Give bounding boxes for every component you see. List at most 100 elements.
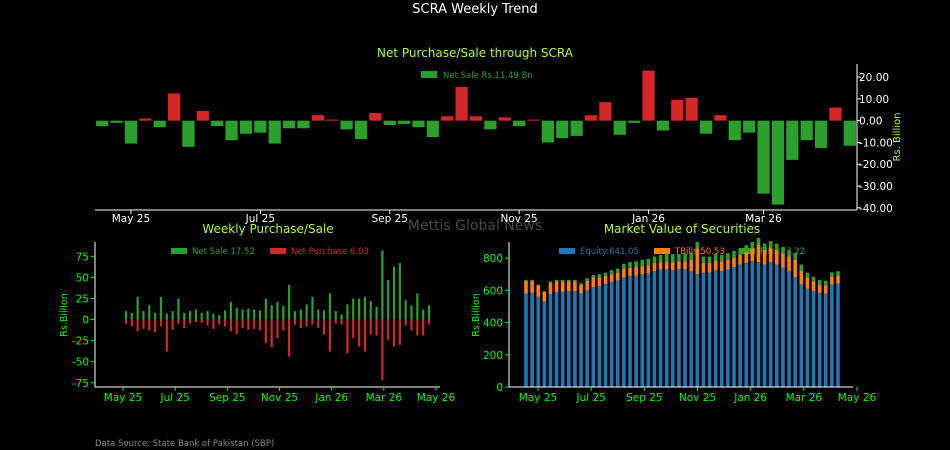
weekly-purchase-bar (136, 319, 139, 332)
market-tbills-bar (750, 248, 755, 262)
weekly-sale-bar (305, 304, 308, 320)
weekly-purchase-bar (328, 319, 332, 352)
market-equity-bar (652, 271, 657, 387)
market-equity-bar (738, 264, 742, 387)
market-legend-tbills-label: TBills:50.53 (674, 247, 725, 257)
market-equity-bar (615, 280, 620, 387)
market-equity-bar (536, 296, 541, 387)
weekly-y-tick-label: 25 (76, 293, 89, 305)
market-equity-bar (768, 262, 773, 387)
weekly-sale-bar (311, 296, 314, 320)
weekly-x-tick-label: May 26 (417, 392, 456, 404)
market-tbills-bar (726, 259, 730, 270)
weekly-purchase-bar (258, 319, 262, 331)
market-equity-bar (597, 286, 602, 387)
weekly-sale-bar (404, 300, 407, 320)
main-bar (254, 120, 267, 133)
weekly-purchase-bar (229, 319, 232, 332)
weekly-sale-bar (189, 311, 192, 320)
market-tbills-bar (768, 247, 773, 263)
market-tbills-bar (756, 244, 761, 263)
market-equity-bar (726, 269, 730, 387)
main-bar (96, 120, 109, 127)
market-tbills-bar (573, 281, 577, 292)
market-tbills-bar (823, 285, 828, 294)
market-equity-bar (579, 293, 583, 387)
main-bar (642, 70, 655, 121)
main-bar (124, 120, 138, 144)
market-pibs-bar (793, 253, 797, 260)
market-tbills-bar (817, 284, 822, 293)
market-pibs-bar (597, 274, 602, 278)
main-bar (757, 120, 770, 194)
main-x-tick-label: May 25 (112, 213, 150, 225)
weekly-x-tick-label: May 25 (104, 392, 142, 404)
market-x-tick-label: Jan 26 (733, 392, 767, 404)
market-equity-bar (719, 271, 724, 387)
main-bar (139, 118, 152, 121)
weekly-purchase-bar (241, 319, 244, 328)
main-bar (211, 120, 224, 127)
weekly-sale-bar (293, 311, 297, 320)
market-equity-bar (695, 274, 700, 387)
market-equity-bar (628, 275, 632, 387)
main-bar (556, 120, 569, 139)
weekly-sale-bar (334, 311, 337, 320)
market-pibs-bar (524, 279, 528, 281)
market-legend-equity-swatch (559, 248, 575, 254)
market-pibs-bar (836, 271, 840, 276)
weekly-sale-bar (282, 306, 285, 320)
weekly-legend-purchase-swatch (270, 248, 286, 254)
main-y-axis-label: Rs. Billion (892, 113, 903, 162)
market-legend-tbills-swatch (654, 248, 670, 254)
weekly-purchase-bar (352, 319, 355, 339)
weekly-purchase-bar (142, 319, 145, 329)
market-pibs-bar (817, 279, 822, 285)
market-pibs-bar (573, 279, 577, 282)
weekly-sale-bar (206, 311, 209, 320)
weekly-purchase-bar (363, 319, 366, 352)
market-tbills-bar (609, 274, 614, 283)
weekly-y-tick-label: -50 (72, 357, 89, 369)
market-tbills-bar (799, 270, 804, 285)
market-y-tick-label: 600 (483, 285, 503, 297)
market-pibs-bar (579, 283, 583, 285)
main-bar (297, 120, 310, 129)
market-pibs-bar (732, 250, 736, 258)
market-pibs-bar (560, 279, 565, 282)
market-tbills-bar (524, 280, 528, 294)
market-equity-bar (573, 291, 577, 387)
main-bar (584, 115, 598, 121)
weekly-purchase-bar (387, 319, 390, 340)
main-bar (455, 86, 468, 121)
market-tbills-bar (695, 248, 700, 275)
weekly-purchase-bar (218, 319, 221, 325)
main-bar (469, 116, 483, 121)
main-bar (628, 120, 641, 123)
weekly-sale-bar (183, 312, 186, 320)
weekly-purchase-bar (159, 319, 163, 327)
weekly-purchase-bar (223, 319, 227, 327)
main-bar (196, 110, 209, 121)
weekly-sale-bar (130, 312, 133, 320)
weekly-sale-bar (317, 309, 320, 320)
weekly-legend-purchase-label: Net Purchase 6.03 (291, 247, 369, 257)
market-pibs-bar (768, 241, 773, 248)
market-pibs-bar (664, 253, 669, 262)
weekly-y-tick-label: -75 (72, 378, 89, 390)
main-bar (412, 120, 425, 128)
main-bar (484, 120, 497, 130)
weekly-sale-bar (148, 305, 151, 320)
main-x-tick-label: Jul 25 (245, 213, 275, 225)
weekly-purchase-bar (357, 319, 361, 347)
main-legend-label: Net Sale Rs.11.49 Bn (443, 71, 533, 81)
weekly-purchase-bar (194, 319, 198, 323)
weekly-sale-bar (375, 306, 378, 320)
weekly-purchase-bar (404, 319, 407, 326)
weekly-purchase-bar (282, 319, 285, 331)
weekly-sale-bar (398, 263, 401, 320)
market-pibs-bar (762, 243, 767, 251)
market-tbills-bar (671, 262, 675, 271)
market-pibs-bar (622, 263, 626, 269)
